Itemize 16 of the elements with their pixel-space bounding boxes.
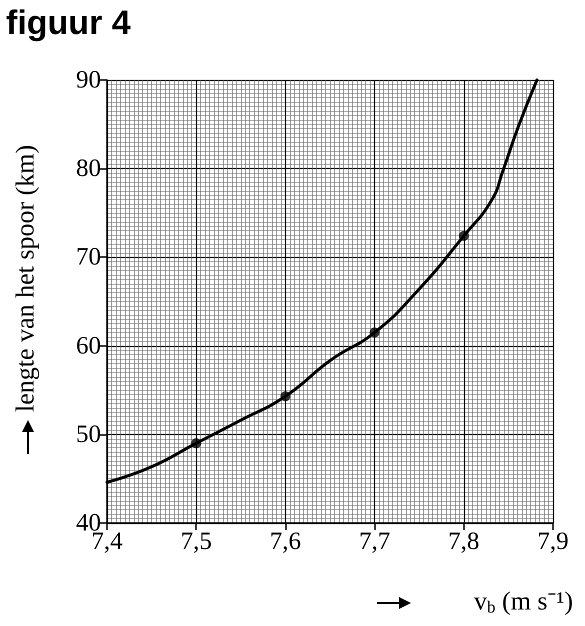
x-tick-label: 7,8 [448, 528, 480, 555]
y-tick-label: 90 [76, 66, 101, 94]
y-axis-title: lengte van het spoor (km) [10, 144, 40, 412]
chart-title: figuur 4 [6, 4, 131, 43]
y-tick-label: 60 [76, 332, 101, 360]
x-tick-label: 7,7 [358, 528, 390, 555]
point [458, 230, 469, 241]
y-tick-label: 50 [76, 420, 101, 448]
y-tick-label: 70 [76, 244, 101, 271]
x-tick-label: 7,6 [270, 528, 302, 555]
x-tick-label: 7,9 [537, 528, 569, 555]
point [191, 438, 202, 448]
point [280, 391, 290, 402]
x-tick-label: 7,5 [180, 528, 212, 555]
y-tick-label: 80 [76, 155, 101, 182]
point [370, 328, 380, 338]
